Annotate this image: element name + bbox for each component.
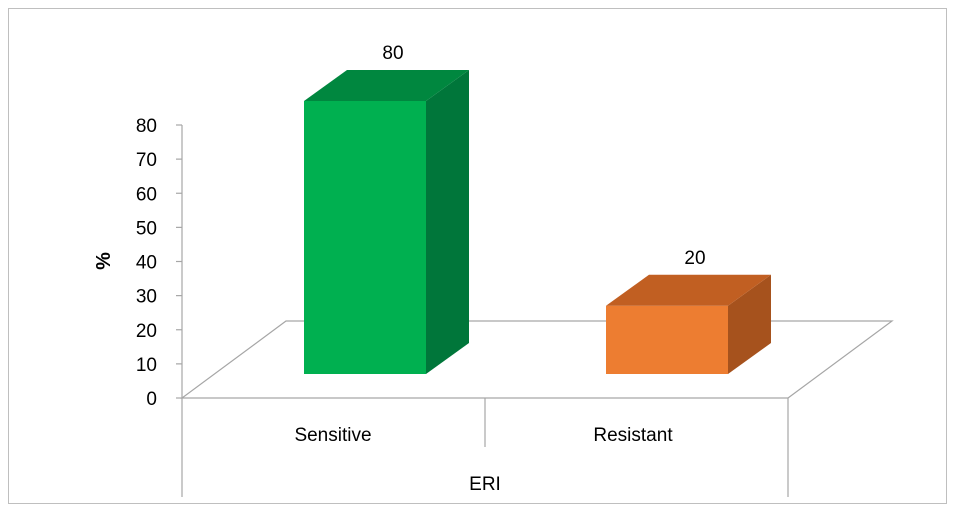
x-category-label-sensitive: Sensitive: [294, 425, 371, 446]
bar-sensitive: [304, 70, 469, 374]
y-tick-label: 0: [146, 389, 157, 410]
chart-floor: [180, 320, 894, 399]
x-category-label-resistant: Resistant: [593, 425, 673, 446]
chart-frame: [8, 8, 947, 504]
bars-group: [304, 70, 771, 374]
y-tick-label: 10: [136, 355, 157, 376]
x-axis-category-frame: [181, 398, 789, 497]
data-label-resistant: 20: [684, 248, 705, 269]
bar-resistant: [606, 274, 771, 374]
y-tick-label: 50: [136, 218, 157, 239]
bar-top-face: [304, 70, 469, 101]
bar-front-face: [304, 101, 426, 374]
x-axis-title: ERI: [469, 474, 501, 495]
data-labels-group: 80 20: [382, 43, 705, 269]
y-tick-label: 20: [136, 321, 157, 342]
y-tick-label: 30: [136, 287, 157, 308]
x-axis-category-labels: Sensitive Resistant: [294, 425, 673, 446]
y-axis-ticks: 0 10 20 30 40 50 60 70 80: [136, 116, 182, 410]
bar-side-face: [728, 274, 771, 374]
bar-front-face: [606, 305, 728, 374]
data-label-sensitive: 80: [382, 43, 403, 64]
y-axis-title: %: [93, 252, 115, 270]
y-tick-label: 60: [136, 184, 157, 205]
y-tick-label: 80: [136, 116, 157, 137]
y-tick-label: 40: [136, 253, 157, 274]
y-tick-label: 70: [136, 150, 157, 171]
bar-side-face: [426, 70, 469, 374]
bar-top-face: [606, 274, 771, 306]
